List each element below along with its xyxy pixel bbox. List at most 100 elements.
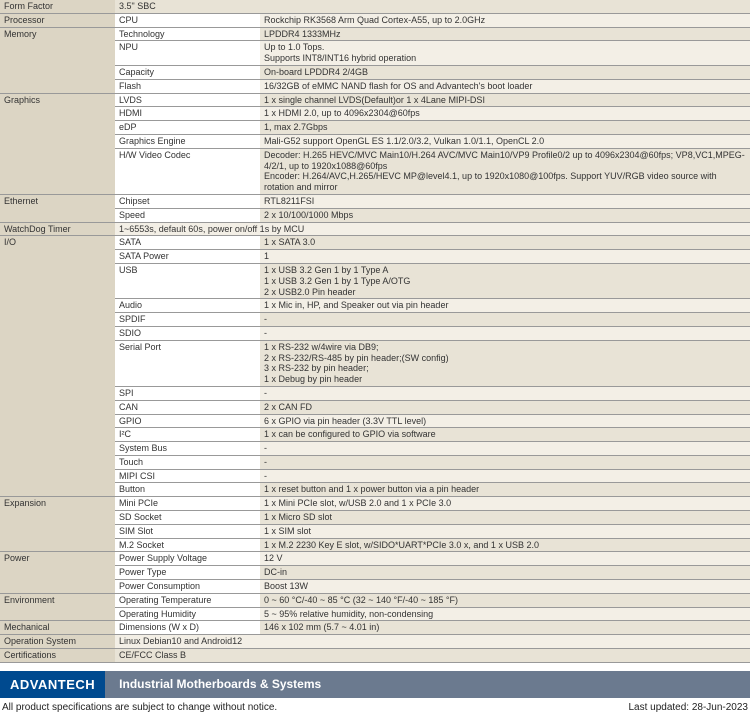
category-cell: Certifications bbox=[0, 649, 115, 663]
value-cell: 1 x Micro SD slot bbox=[260, 511, 750, 525]
spec-row: GraphicsLVDS1 x single channel LVDS(Defa… bbox=[0, 93, 750, 107]
spec-table: Form Factor3.5" SBCProcessorCPURockchip … bbox=[0, 0, 750, 663]
value-cell: - bbox=[260, 442, 750, 456]
value-cell: 1 x USB 3.2 Gen 1 by 1 Type A1 x USB 3.2… bbox=[260, 263, 750, 298]
value-cell: 1 x single channel LVDS(Default)or 1 x 4… bbox=[260, 93, 750, 107]
value-cell: 1 x HDMI 2.0, up to 4096x2304@60fps bbox=[260, 107, 750, 121]
subcategory-cell: Touch bbox=[115, 455, 260, 469]
value-cell: 1~6553s, default 60s, power on/off 1s by… bbox=[115, 222, 750, 236]
value-cell: - bbox=[260, 313, 750, 327]
value-cell: RTL8211FSI bbox=[260, 194, 750, 208]
value-cell: 1 x Mic in, HP, and Speaker out via pin … bbox=[260, 299, 750, 313]
subcategory-cell: SPI bbox=[115, 386, 260, 400]
value-cell: CE/FCC Class B bbox=[115, 649, 750, 663]
subcategory-cell: NPU bbox=[115, 41, 260, 66]
spec-row: EnvironmentOperating Temperature0 ~ 60 °… bbox=[0, 593, 750, 607]
value-cell: On-board LPDDR4 2/4GB bbox=[260, 65, 750, 79]
category-cell: I/O bbox=[0, 236, 115, 497]
subcategory-cell: SIM Slot bbox=[115, 524, 260, 538]
brand-logo: ADVANTECH bbox=[0, 671, 105, 698]
value-cell: 12 V bbox=[260, 552, 750, 566]
subcategory-cell: Speed bbox=[115, 208, 260, 222]
subcategory-cell: Power Consumption bbox=[115, 580, 260, 594]
category-cell: Environment bbox=[0, 593, 115, 621]
subcategory-cell: Chipset bbox=[115, 194, 260, 208]
spec-row: ExpansionMini PCIe1 x Mini PCIe slot, w/… bbox=[0, 497, 750, 511]
subcategory-cell: M.2 Socket bbox=[115, 538, 260, 552]
subcategory-cell: GPIO bbox=[115, 414, 260, 428]
value-cell: - bbox=[260, 455, 750, 469]
spec-row: Form Factor3.5" SBC bbox=[0, 0, 750, 13]
spec-row: ProcessorCPURockchip RK3568 Arm Quad Cor… bbox=[0, 13, 750, 27]
subcategory-cell: Technology bbox=[115, 27, 260, 41]
category-cell: Power bbox=[0, 552, 115, 593]
spec-row: MechanicalDimensions (W x D)146 x 102 mm… bbox=[0, 621, 750, 635]
spec-row: I/OSATA1 x SATA 3.0 bbox=[0, 236, 750, 250]
subcategory-cell: LVDS bbox=[115, 93, 260, 107]
category-cell: Memory bbox=[0, 27, 115, 93]
value-cell: 3.5" SBC bbox=[115, 0, 750, 13]
footer-note: All product specifications are subject t… bbox=[0, 698, 750, 717]
subcategory-cell: Audio bbox=[115, 299, 260, 313]
note-left: All product specifications are subject t… bbox=[2, 702, 277, 713]
category-cell: WatchDog Timer bbox=[0, 222, 115, 236]
subcategory-cell: SPDIF bbox=[115, 313, 260, 327]
section-title: Industrial Motherboards & Systems bbox=[105, 671, 750, 698]
value-cell: - bbox=[260, 326, 750, 340]
subcategory-cell: MIPI CSI bbox=[115, 469, 260, 483]
subcategory-cell: Power Supply Voltage bbox=[115, 552, 260, 566]
value-cell: 1, max 2.7Gbps bbox=[260, 121, 750, 135]
subcategory-cell: Operating Humidity bbox=[115, 607, 260, 621]
subcategory-cell: Power Type bbox=[115, 566, 260, 580]
subcategory-cell: Button bbox=[115, 483, 260, 497]
value-cell: Decoder: H.265 HEVC/MVC Main10/H.264 AVC… bbox=[260, 148, 750, 194]
subcategory-cell: H/W Video Codec bbox=[115, 148, 260, 194]
category-cell: Form Factor bbox=[0, 0, 115, 13]
spec-row: WatchDog Timer1~6553s, default 60s, powe… bbox=[0, 222, 750, 236]
value-cell: 5 ~ 95% relative humidity, non-condensin… bbox=[260, 607, 750, 621]
subcategory-cell: Serial Port bbox=[115, 340, 260, 386]
category-cell: Graphics bbox=[0, 93, 115, 194]
subcategory-cell: SD Socket bbox=[115, 511, 260, 525]
subcategory-cell: Flash bbox=[115, 79, 260, 93]
subcategory-cell: HDMI bbox=[115, 107, 260, 121]
value-cell: 2 x 10/100/1000 Mbps bbox=[260, 208, 750, 222]
value-cell: 6 x GPIO via pin header (3.3V TTL level) bbox=[260, 414, 750, 428]
value-cell: 0 ~ 60 °C/-40 ~ 85 °C (32 ~ 140 °F/-40 ~… bbox=[260, 593, 750, 607]
subcategory-cell: Mini PCIe bbox=[115, 497, 260, 511]
category-cell: Operation System bbox=[0, 635, 115, 649]
value-cell: Rockchip RK3568 Arm Quad Cortex-A55, up … bbox=[260, 13, 750, 27]
value-cell: Linux Debian10 and Android12 bbox=[115, 635, 750, 649]
subcategory-cell: SATA bbox=[115, 236, 260, 250]
value-cell: Up to 1.0 Tops.Supports INT8/INT16 hybri… bbox=[260, 41, 750, 66]
value-cell: - bbox=[260, 469, 750, 483]
value-cell: 1 x reset button and 1 x power button vi… bbox=[260, 483, 750, 497]
value-cell: - bbox=[260, 386, 750, 400]
subcategory-cell: SATA Power bbox=[115, 250, 260, 264]
value-cell: 1 x M.2 2230 Key E slot, w/SIDO*UART*PCI… bbox=[260, 538, 750, 552]
subcategory-cell: Dimensions (W x D) bbox=[115, 621, 260, 635]
spec-row: Operation SystemLinux Debian10 and Andro… bbox=[0, 635, 750, 649]
value-cell: 1 x SIM slot bbox=[260, 524, 750, 538]
value-cell: Mali-G52 support OpenGL ES 1.1/2.0/3.2, … bbox=[260, 134, 750, 148]
subcategory-cell: I²C bbox=[115, 428, 260, 442]
value-cell: 1 x can be configured to GPIO via softwa… bbox=[260, 428, 750, 442]
subcategory-cell: Capacity bbox=[115, 65, 260, 79]
subcategory-cell: System Bus bbox=[115, 442, 260, 456]
value-cell: 1 x SATA 3.0 bbox=[260, 236, 750, 250]
value-cell: LPDDR4 1333MHz bbox=[260, 27, 750, 41]
category-cell: Processor bbox=[0, 13, 115, 27]
value-cell: DC-in bbox=[260, 566, 750, 580]
spec-row: MemoryTechnologyLPDDR4 1333MHz bbox=[0, 27, 750, 41]
value-cell: 16/32GB of eMMC NAND flash for OS and Ad… bbox=[260, 79, 750, 93]
subcategory-cell: Graphics Engine bbox=[115, 134, 260, 148]
subcategory-cell: CAN bbox=[115, 400, 260, 414]
category-cell: Mechanical bbox=[0, 621, 115, 635]
value-cell: 2 x CAN FD bbox=[260, 400, 750, 414]
subcategory-cell: Operating Temperature bbox=[115, 593, 260, 607]
subcategory-cell: USB bbox=[115, 263, 260, 298]
spec-row: PowerPower Supply Voltage12 V bbox=[0, 552, 750, 566]
note-right: Last updated: 28-Jun-2023 bbox=[628, 702, 748, 713]
value-cell: 146 x 102 mm (5.7 ~ 4.01 in) bbox=[260, 621, 750, 635]
value-cell: Boost 13W bbox=[260, 580, 750, 594]
